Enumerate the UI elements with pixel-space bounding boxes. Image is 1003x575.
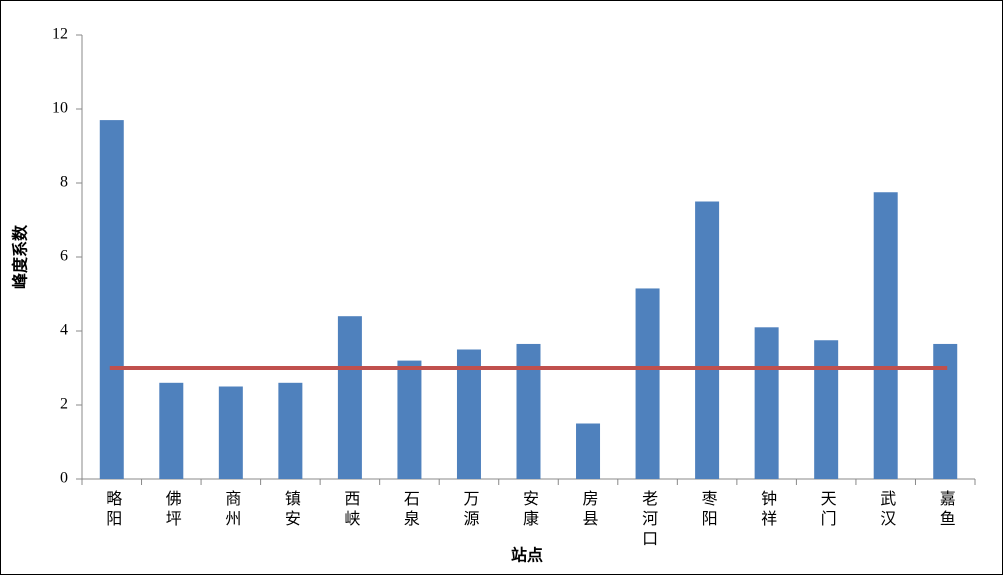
y-tick-label: 4 [60, 322, 68, 339]
bar [754, 327, 779, 479]
x-tick-label: 嘉鱼 [937, 490, 956, 530]
bar [873, 192, 898, 479]
x-tick-label: 镇安 [282, 490, 301, 530]
x-tick-label: 商州 [222, 490, 241, 530]
x-axis-label: 站点 [511, 546, 543, 565]
y-tick-label: 8 [60, 174, 68, 191]
bar [397, 360, 422, 479]
x-tick-label: 石泉 [401, 490, 420, 530]
y-tick-label: 12 [52, 26, 68, 43]
bar [218, 386, 243, 479]
x-tick-label: 武汉 [877, 490, 896, 530]
bar [933, 343, 958, 479]
y-tick-label: 6 [60, 248, 68, 265]
y-tick-label: 10 [52, 100, 68, 117]
x-tick-label: 佛坪 [163, 490, 182, 530]
bar [516, 343, 541, 479]
bar [576, 423, 601, 479]
bar [337, 316, 362, 479]
x-tick-label: 钟祥 [758, 490, 777, 530]
x-tick-label: 略阳 [103, 490, 121, 530]
bar [814, 340, 839, 479]
x-tick-label: 枣阳 [699, 490, 718, 530]
y-tick-label: 0 [60, 470, 68, 487]
bar [99, 120, 124, 479]
x-tick-label: 天门 [818, 490, 837, 530]
y-tick-label: 2 [60, 396, 68, 413]
y-axis-label: 峰度系数 [11, 224, 30, 289]
bar [635, 288, 660, 479]
bar [159, 382, 184, 479]
bar [456, 349, 481, 479]
x-tick-label: 西峡 [341, 490, 360, 530]
x-tick-label: 安康 [520, 490, 539, 530]
x-tick-label: 老河口 [639, 490, 658, 550]
bar [695, 201, 720, 479]
x-tick-label: 房县 [580, 490, 599, 530]
bar [278, 382, 303, 479]
x-tick-label: 万源 [460, 490, 479, 530]
